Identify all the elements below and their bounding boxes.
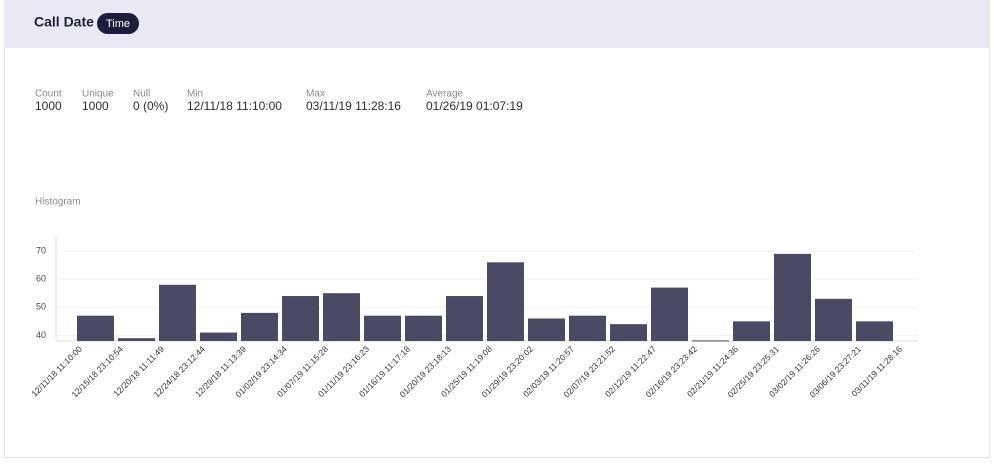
bar (569, 315, 606, 341)
bar (200, 332, 237, 341)
stat-label: Average (426, 89, 464, 100)
bar (118, 338, 155, 341)
bar (692, 340, 729, 342)
stat-value: 1000 (82, 99, 109, 113)
bar (405, 315, 442, 341)
bar (774, 253, 811, 341)
bar (815, 298, 852, 341)
bar (487, 262, 524, 341)
type-badge[interactable] (97, 13, 139, 34)
bar (241, 312, 278, 341)
bar (282, 296, 319, 341)
y-tick-label: 40 (36, 330, 46, 340)
type-badge-label[interactable]: Time (106, 18, 130, 30)
bar (159, 284, 196, 341)
header-title: Call Date (34, 14, 94, 30)
bar (528, 318, 565, 341)
stat-value: 12/11/18 11:10:00 (187, 99, 282, 113)
stat-label: Unique (82, 89, 114, 100)
stat-label: Min (187, 89, 203, 100)
histogram-title: Histogram (35, 197, 81, 208)
bar (733, 321, 770, 341)
y-tick-label: 70 (36, 245, 46, 255)
stat-label: Max (306, 89, 325, 100)
bar (610, 324, 647, 341)
stat-value: 03/11/19 11:28:16 (306, 99, 401, 113)
bar (323, 293, 360, 341)
card (4, 0, 990, 458)
bar (77, 315, 114, 341)
bar (651, 287, 688, 341)
y-tick-label: 60 (36, 274, 46, 284)
bar (364, 315, 401, 341)
stat-value: 01/26/19 01:07:19 (426, 99, 523, 113)
stat-value: 1000 (35, 99, 62, 113)
bar (856, 321, 893, 341)
header-bar (4, 0, 990, 48)
y-tick-label: 50 (36, 302, 46, 312)
stat-label: Count (35, 89, 62, 100)
bar (446, 296, 483, 341)
stat-value: 0 (0%) (133, 99, 168, 113)
stat-label: Null (133, 89, 150, 100)
